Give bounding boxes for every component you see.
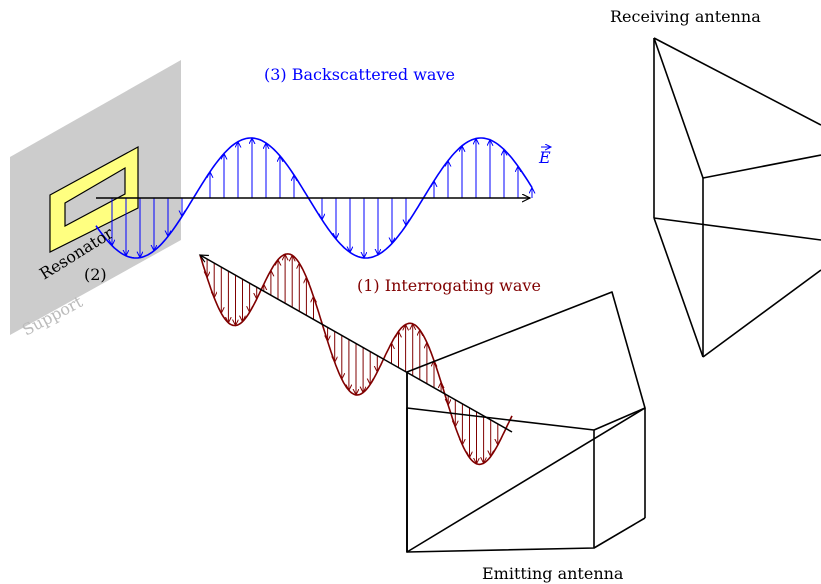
emitting-antenna <box>406 291 646 553</box>
interrogating-axis <box>200 255 513 433</box>
field-symbol: E <box>538 148 551 167</box>
interrogating-wave-label: (1) Interrogating wave <box>357 276 541 295</box>
field-vector-label: E <box>538 147 551 167</box>
resonator <box>49 145 139 253</box>
backscattered-wave <box>95 138 532 258</box>
backscattered-wave-label: (3) Backscattered wave <box>264 65 455 84</box>
receiving-antenna-label: Receiving antenna <box>610 7 761 26</box>
emitting-antenna-label: Emitting antenna <box>482 564 624 583</box>
interrogating-wave <box>199 253 513 466</box>
resonator-number-label: (2) <box>84 265 107 284</box>
receiving-antenna <box>653 37 821 358</box>
